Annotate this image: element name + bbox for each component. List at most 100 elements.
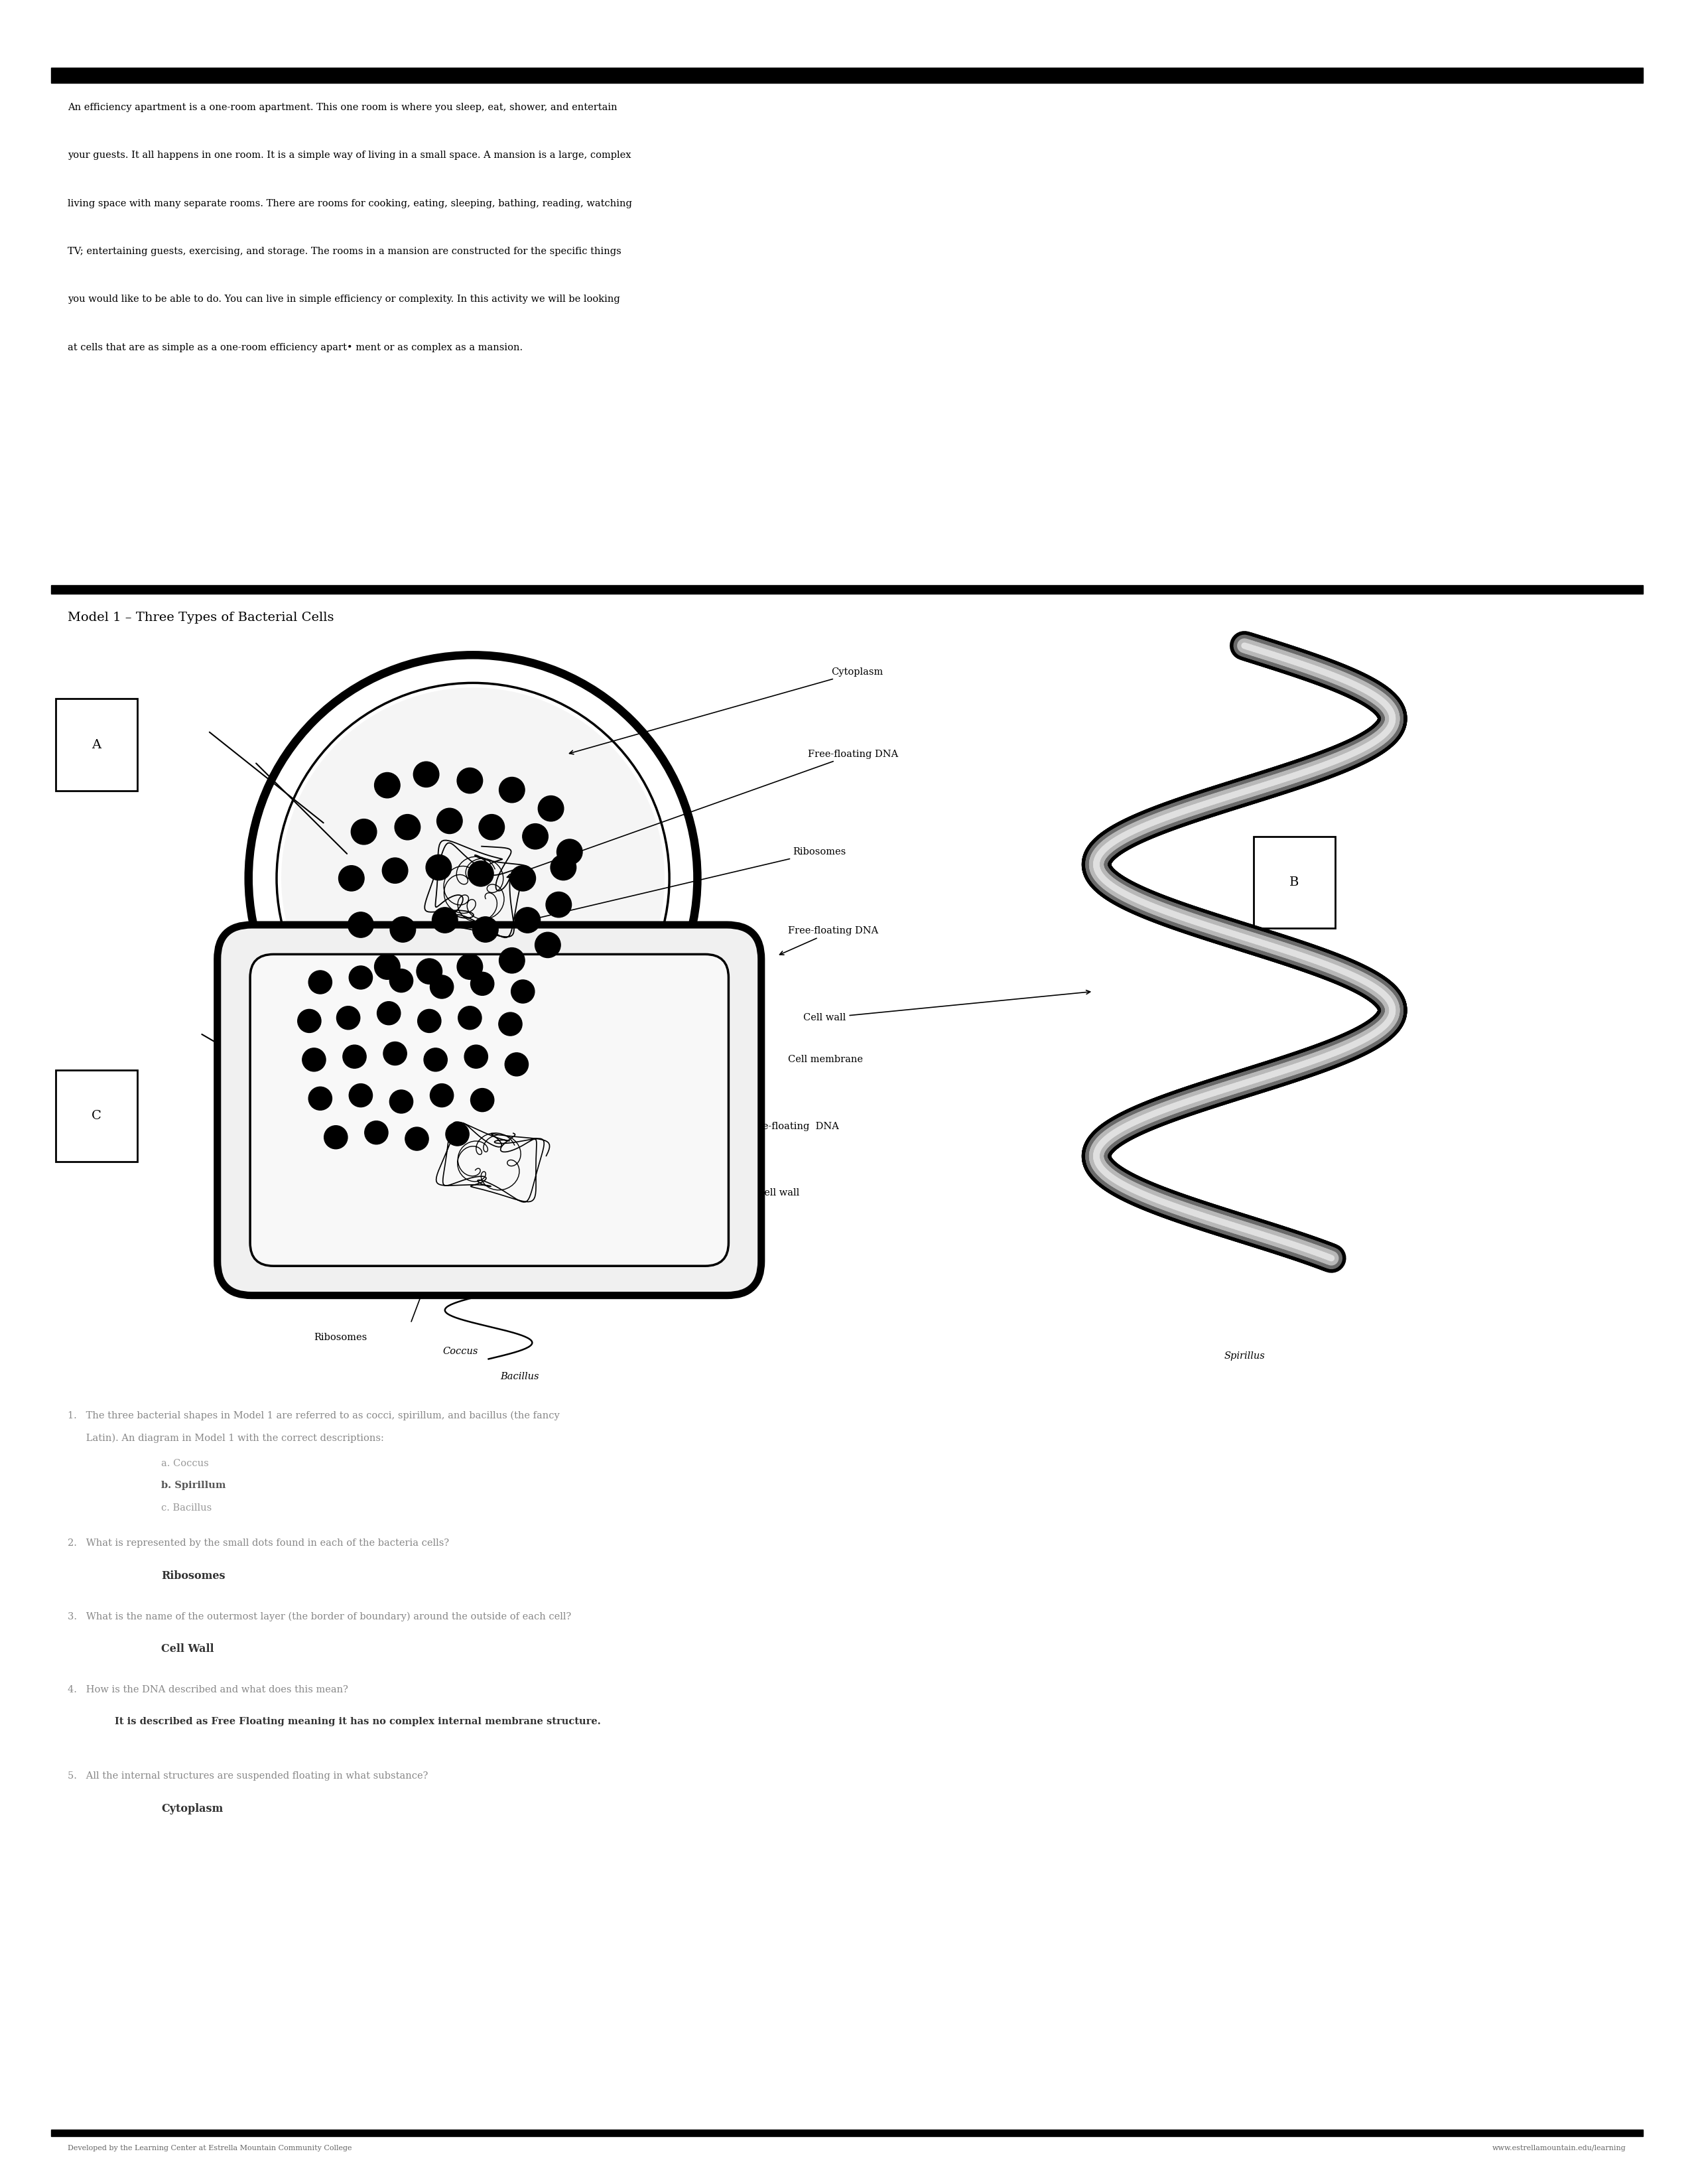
Circle shape <box>302 1048 325 1072</box>
Text: Ribosomes: Ribosomes <box>161 1570 225 1581</box>
Text: at cells that are as simple as a one-room efficiency apart• ment or as complex a: at cells that are as simple as a one-roo… <box>68 343 523 352</box>
Bar <box>56 699 137 791</box>
Circle shape <box>468 860 493 887</box>
Text: 4.   How is the DNA described and what does this mean?: 4. How is the DNA described and what doe… <box>68 1686 349 1695</box>
Circle shape <box>339 865 364 891</box>
Text: A: A <box>91 738 102 751</box>
Text: Free-floating  DNA: Free-floating DNA <box>539 1123 839 1158</box>
Text: Free-floating DNA: Free-floating DNA <box>507 749 898 878</box>
Circle shape <box>545 891 571 917</box>
Circle shape <box>557 839 583 865</box>
Circle shape <box>308 970 332 994</box>
Circle shape <box>512 981 535 1002</box>
Circle shape <box>383 858 408 882</box>
Text: your guests. It all happens in one room. It is a simple way of living in a small: your guests. It all happens in one room.… <box>68 151 632 159</box>
Text: It is described as Free Floating meaning it has no complex internal membrane str: It is described as Free Floating meaning… <box>115 1717 601 1725</box>
Circle shape <box>510 865 535 891</box>
Text: Cytoplasm: Cytoplasm <box>161 1804 224 1815</box>
Circle shape <box>432 906 457 933</box>
Circle shape <box>539 795 564 821</box>
Circle shape <box>457 769 483 793</box>
Bar <box>1254 836 1335 928</box>
Circle shape <box>413 762 439 786</box>
Circle shape <box>479 815 505 841</box>
Circle shape <box>430 976 454 998</box>
Text: 5.   All the internal structures are suspended floating in what substance?: 5. All the internal structures are suspe… <box>68 1771 429 1780</box>
Circle shape <box>349 1083 373 1107</box>
Circle shape <box>395 815 420 841</box>
Circle shape <box>505 1053 529 1077</box>
Text: Developed by the Learning Center at Estrella Mountain Community College: Developed by the Learning Center at Estr… <box>68 2145 352 2151</box>
Circle shape <box>473 917 498 941</box>
Text: Ribosomes: Ribosomes <box>427 847 845 946</box>
Circle shape <box>308 1088 332 1109</box>
Circle shape <box>457 1007 481 1029</box>
Circle shape <box>298 1009 322 1033</box>
Circle shape <box>417 959 442 985</box>
Text: Bacillus: Bacillus <box>500 1372 539 1380</box>
Circle shape <box>351 819 376 845</box>
Circle shape <box>347 913 374 937</box>
Circle shape <box>535 933 561 959</box>
Circle shape <box>498 1013 522 1035</box>
Text: 2.   What is represented by the small dots found in each of the bacteria cells?: 2. What is represented by the small dots… <box>68 1538 449 1548</box>
Circle shape <box>378 1002 400 1024</box>
Circle shape <box>500 948 525 974</box>
Circle shape <box>500 778 525 804</box>
Text: Cytoplasm: Cytoplasm <box>569 668 883 753</box>
Text: TV; entertaining guests, exercising, and storage. The rooms in a mansion are con: TV; entertaining guests, exercising, and… <box>68 247 622 256</box>
Text: C: C <box>91 1109 102 1123</box>
FancyBboxPatch shape <box>251 954 728 1267</box>
Bar <box>51 585 1643 594</box>
Bar <box>51 68 1643 83</box>
Text: 3.   What is the name of the outermost layer (the border of boundary) around the: 3. What is the name of the outermost lay… <box>68 1612 571 1621</box>
Circle shape <box>471 972 495 996</box>
Circle shape <box>446 1123 469 1147</box>
Circle shape <box>337 1007 361 1029</box>
Text: b. Spirillum: b. Spirillum <box>161 1481 225 1489</box>
Circle shape <box>405 1127 429 1151</box>
Text: Cell wall: Cell wall <box>803 989 1091 1022</box>
Circle shape <box>418 1009 440 1033</box>
Circle shape <box>281 688 664 1068</box>
Text: Cell membrane: Cell membrane <box>788 1055 862 1064</box>
Circle shape <box>457 954 483 978</box>
Text: a. Coccus: a. Coccus <box>161 1459 208 1468</box>
Circle shape <box>246 651 701 1105</box>
Circle shape <box>423 1048 447 1072</box>
Circle shape <box>515 906 540 933</box>
Text: Model 1 – Three Types of Bacterial Cells: Model 1 – Three Types of Bacterial Cells <box>68 612 334 622</box>
Circle shape <box>425 854 452 880</box>
Circle shape <box>364 1120 388 1144</box>
Text: www.estrellamountain.edu/learning: www.estrellamountain.edu/learning <box>1492 2145 1626 2151</box>
Bar <box>56 1070 137 1162</box>
Text: c. Bacillus: c. Bacillus <box>161 1503 212 1514</box>
Circle shape <box>342 1044 366 1068</box>
Text: An efficiency apartment is a one-room apartment. This one room is where you slee: An efficiency apartment is a one-room ap… <box>68 103 617 111</box>
Circle shape <box>464 1044 488 1068</box>
Bar <box>51 2129 1643 2136</box>
Circle shape <box>383 1042 407 1066</box>
Text: B: B <box>1289 876 1299 889</box>
Text: Spirillus: Spirillus <box>1225 1352 1265 1361</box>
Text: you would like to be able to do. You can live in simple efficiency or complexity: you would like to be able to do. You can… <box>68 295 620 304</box>
Text: Coccus: Coccus <box>442 1348 478 1356</box>
Text: Free-floating DNA: Free-floating DNA <box>779 926 877 954</box>
FancyBboxPatch shape <box>217 924 761 1295</box>
Text: living space with many separate rooms. There are rooms for cooking, eating, slee: living space with many separate rooms. T… <box>68 199 632 207</box>
Circle shape <box>390 970 413 992</box>
Circle shape <box>471 1088 495 1112</box>
Circle shape <box>390 917 415 941</box>
Circle shape <box>374 773 400 797</box>
Circle shape <box>349 965 373 989</box>
Circle shape <box>522 823 549 850</box>
Circle shape <box>390 1090 413 1114</box>
Text: 1.   The three bacterial shapes in Model 1 are referred to as cocci, spirillum, : 1. The three bacterial shapes in Model 1… <box>68 1411 559 1420</box>
Circle shape <box>324 1125 347 1149</box>
Circle shape <box>551 854 576 880</box>
Text: Cell wall: Cell wall <box>603 1188 800 1225</box>
Text: Latin). An diagram in Model 1 with the correct descriptions:: Latin). An diagram in Model 1 with the c… <box>68 1433 385 1444</box>
Text: Ribosomes: Ribosomes <box>313 1332 368 1341</box>
Circle shape <box>374 954 400 978</box>
Text: Cell Wall: Cell Wall <box>161 1645 213 1655</box>
